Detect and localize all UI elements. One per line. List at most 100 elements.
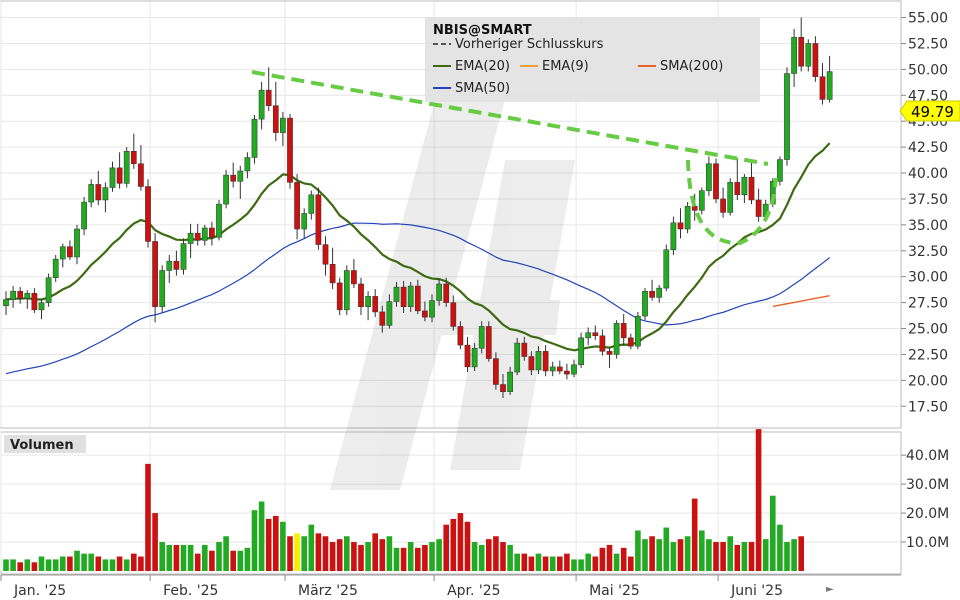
candlestick-series xyxy=(3,17,833,398)
candle xyxy=(755,188,762,222)
volume-bar xyxy=(393,547,400,571)
candle-body xyxy=(308,194,315,214)
volume-bar xyxy=(329,542,336,571)
price-tick-label: 22.50 xyxy=(908,347,948,363)
legend-item[interactable]: EMA(9) xyxy=(520,59,589,74)
volume-bar xyxy=(784,542,790,571)
volume-bar xyxy=(95,556,102,571)
time-tick-label: März '25 xyxy=(298,583,358,599)
price-tick-label: 52.50 xyxy=(908,36,948,52)
candle xyxy=(564,363,570,380)
volume-bar xyxy=(606,544,613,571)
candle xyxy=(152,233,158,323)
legend-item[interactable]: Vorheriger Schlusskurs xyxy=(433,37,604,52)
candle-body xyxy=(464,344,471,368)
volume-bar xyxy=(351,542,357,571)
volume-bar xyxy=(663,527,670,571)
volume-bar xyxy=(45,559,52,571)
candle xyxy=(45,273,52,307)
volume-bar xyxy=(315,533,322,571)
volume-bar xyxy=(429,542,435,571)
candle xyxy=(123,147,130,188)
candle-body xyxy=(81,201,87,230)
candle xyxy=(599,329,606,356)
candle xyxy=(358,277,364,316)
candle xyxy=(59,243,66,268)
candle-body xyxy=(457,326,464,346)
candle xyxy=(443,277,450,307)
volume-bar xyxy=(656,539,662,571)
price-tick-label: 35.00 xyxy=(908,218,948,234)
volume-bar xyxy=(542,556,549,571)
legend-label: SMA(50) xyxy=(455,81,510,96)
volume-bar xyxy=(372,533,378,571)
candle-body xyxy=(52,258,59,278)
volume-bar xyxy=(358,544,364,571)
cup-pattern-curve xyxy=(686,159,778,246)
volume-bar xyxy=(798,536,804,571)
candle-body xyxy=(450,302,457,327)
volume-bar xyxy=(159,542,165,571)
candle-body xyxy=(251,118,258,158)
volume-bar xyxy=(187,544,194,571)
volume-bar xyxy=(762,539,769,571)
candle-body xyxy=(663,249,670,289)
legend-item[interactable]: SMA(50) xyxy=(433,81,510,96)
volume-bar xyxy=(67,556,73,571)
legend-item[interactable]: EMA(20) xyxy=(433,59,510,74)
candle xyxy=(578,332,584,368)
candle xyxy=(485,321,492,362)
volume-bar xyxy=(74,550,80,571)
volume-bar xyxy=(478,544,485,571)
candle xyxy=(514,337,521,376)
candle-body xyxy=(805,43,812,67)
candle-body xyxy=(542,351,549,372)
candle-body xyxy=(272,105,279,133)
candle-body xyxy=(713,163,719,200)
volume-bar xyxy=(620,547,627,571)
legend-item[interactable]: SMA(200) xyxy=(638,59,723,74)
trend-line xyxy=(251,70,769,166)
candle-body xyxy=(606,351,613,355)
candle-body xyxy=(585,332,592,339)
candle xyxy=(308,190,315,220)
time-axis: Jan. '25 Feb. '25 März '25 Apr. '25 Mai '25 J… xyxy=(0,574,901,599)
price-tick-label: 42.50 xyxy=(908,140,948,156)
candle-body xyxy=(528,356,535,371)
candle-body xyxy=(287,117,293,183)
price-tick-label: 47.50 xyxy=(908,88,948,104)
volume-bar xyxy=(116,556,123,571)
last-price-label: 49.79 xyxy=(911,103,954,121)
volume-bar xyxy=(17,562,23,571)
candle-body xyxy=(223,174,229,205)
candle xyxy=(720,187,726,218)
volume-bar xyxy=(628,556,634,571)
candle-body xyxy=(422,310,428,318)
candle-body xyxy=(336,282,343,311)
candle-body xyxy=(280,117,286,133)
volume-bar xyxy=(599,547,606,571)
volume-bar xyxy=(223,536,229,571)
moving-average-lines xyxy=(5,142,831,375)
price-tick-label: 20.00 xyxy=(908,373,948,389)
candle xyxy=(727,178,734,216)
candle xyxy=(265,67,272,111)
candle xyxy=(102,182,109,213)
volume-bar xyxy=(308,524,315,571)
candle-body xyxy=(670,222,677,250)
candle-body xyxy=(393,286,400,302)
volume-bar xyxy=(571,559,577,571)
candle-body xyxy=(265,89,272,106)
candle xyxy=(478,321,485,354)
legend-label: SMA(200) xyxy=(660,59,723,74)
candle-body xyxy=(358,283,364,308)
candle xyxy=(216,199,222,241)
candle xyxy=(457,321,464,350)
volume-bar xyxy=(691,498,698,571)
scroll-right-icon[interactable]: ► xyxy=(826,584,834,595)
candle-body xyxy=(159,270,166,308)
volume-bar xyxy=(734,544,741,571)
volume-bar xyxy=(741,542,748,571)
candle xyxy=(230,162,237,188)
